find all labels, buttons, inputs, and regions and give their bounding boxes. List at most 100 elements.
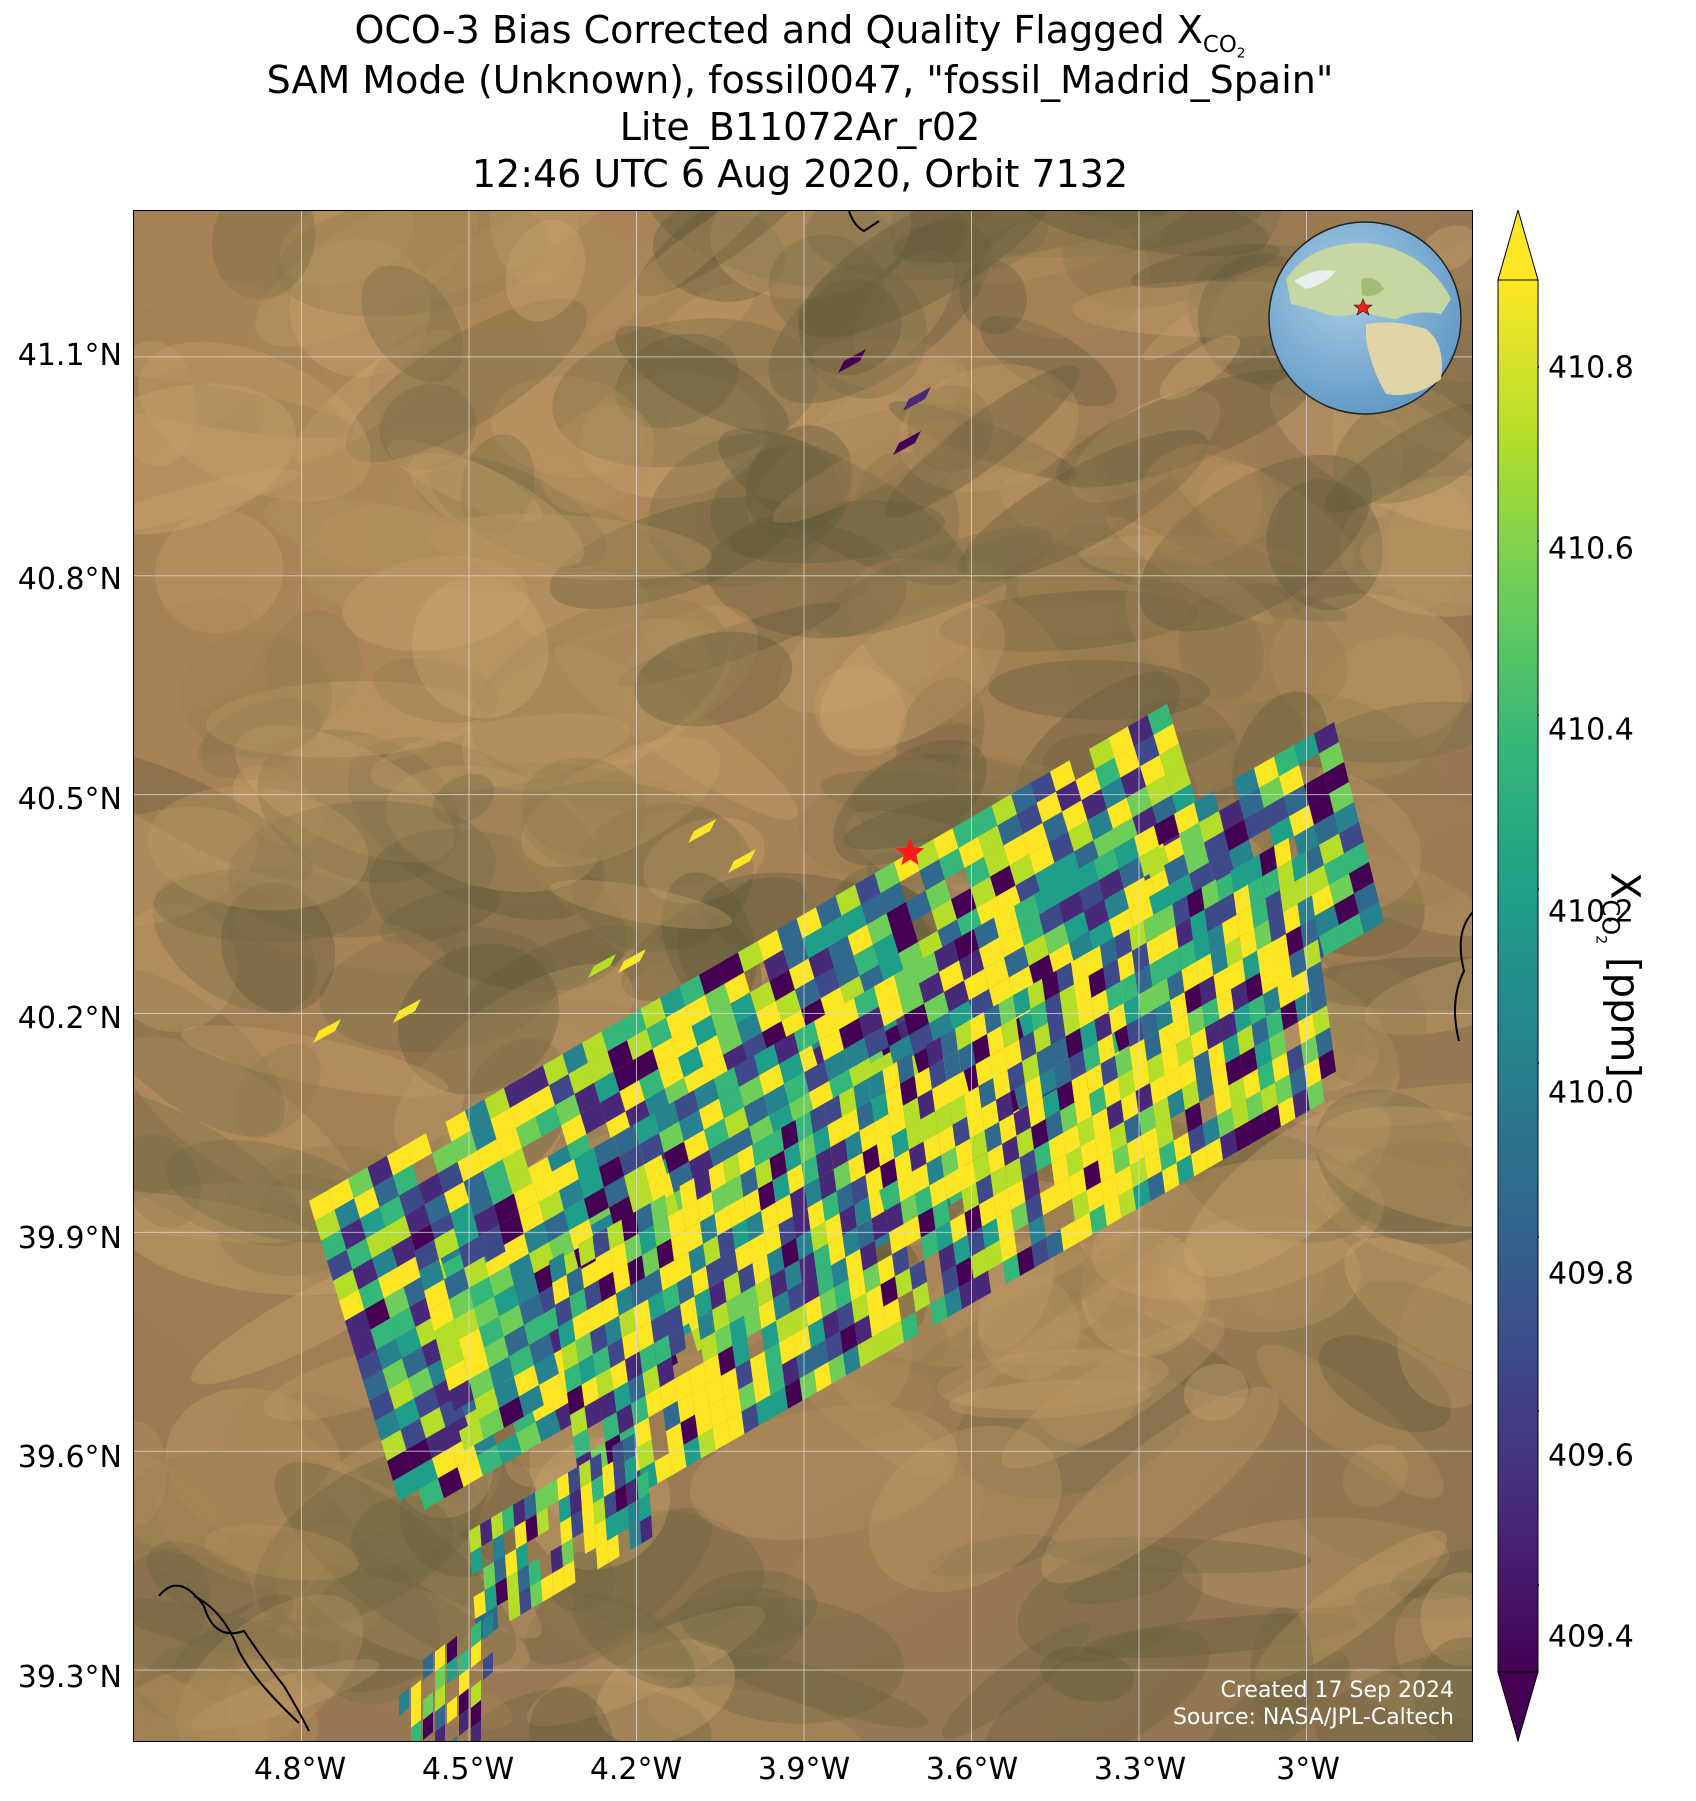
xco2-sounding [584,1187,609,1219]
xco2-sounding [471,1119,497,1151]
xco2-sounding [523,1065,549,1097]
xco2-sounding [825,1331,843,1362]
terrain-patch [615,325,790,435]
xco2-sounding [562,1042,588,1075]
terrain-patch [464,925,638,1016]
terrain-patch [1143,265,1287,361]
lat-tick-label: 41.1°N [17,338,122,373]
xco2-sounding [1314,813,1339,845]
xco2-sounding [912,1163,930,1194]
xco2-sounding [622,1329,640,1360]
xco2-sounding [372,1247,398,1279]
map-panel[interactable]: Created 17 Sep 2024 Source: NASA/JPL-Cal… [133,210,1473,1742]
xco2-sounding [879,995,904,1027]
terrain-patch [1159,335,1241,400]
xco2-sounding [1074,1094,1092,1125]
xco2-sounding [397,1255,423,1288]
xco2-sounding [1164,1066,1182,1097]
xco2-sounding [892,922,918,954]
xco2-sounding [819,1287,837,1318]
xco2-sounding [1170,992,1188,1023]
xco2-sounding [568,1466,581,1495]
xco2-sounding [599,1156,624,1188]
xco2-sounding [805,1295,823,1327]
xco2-sounding [694,1169,712,1200]
terrain-patch [505,219,586,322]
terrain-patch [525,1507,713,1665]
terrain-patch [415,469,688,587]
terrain-patch [1184,1102,1391,1278]
terrain-patch [550,879,733,930]
credit-created: Created 17 Sep 2024 [1220,1678,1455,1703]
xco2-sounding [469,1276,494,1308]
xco2-sounding [730,992,756,1024]
terrain-patch [175,1594,364,1741]
xco2-sounding [841,904,867,936]
xco2-sounding [1084,900,1109,932]
terrain-patch [491,376,645,478]
xco2-sounding [1121,1091,1139,1122]
xco2-sounding [1109,908,1134,940]
xco2-sounding [609,1196,634,1228]
xco2-sounding [1108,726,1134,758]
xco2-sounding [764,1342,782,1374]
xco2-sounding [1153,723,1179,756]
terrain-patch [982,211,1262,258]
terrain-patch [730,500,946,564]
xco2-sounding [1019,914,1044,946]
xco2-sounding [528,1558,541,1587]
xco2-sounding [1024,934,1049,966]
xco2-sounding [891,1127,909,1159]
xco2-sounding [1189,862,1214,894]
xco2-sounding [1231,980,1249,1012]
xco2-sounding [1334,802,1359,834]
xco2-sounding [618,949,646,973]
xco2-sounding [659,1121,684,1153]
xco2-sounding [869,1306,887,1337]
xco2-sounding [483,1562,496,1591]
xco2-sounding [888,1105,906,1137]
terrain-patch [637,1587,807,1688]
xco2-sounding [1132,1061,1150,1092]
xco2-sounding [1201,879,1219,910]
xco2-sounding [449,1288,474,1320]
xco2-sounding [804,1061,829,1093]
xco2-sounding [1074,975,1092,1007]
xco2-sounding [496,1433,522,1465]
xco2-sounding [1213,967,1231,998]
xco2-sounding [744,1307,762,1338]
xco2-sounding [384,1287,410,1319]
xco2-sounding [494,1193,519,1225]
xco2-sounding [848,1271,866,1302]
terrain-patch [387,439,543,522]
xco2-sounding [1147,1171,1165,1202]
xco2-sounding [459,1708,469,1736]
xco2-sounding [454,1308,479,1340]
xco2-sounding [583,1525,596,1554]
xco2-sounding [1129,920,1147,951]
xco2-sounding [1127,1135,1145,1166]
terrain-patch [299,505,457,613]
terrain-patch [134,1449,393,1594]
terrain-patch [1342,793,1472,906]
xco2-sounding [915,1185,933,1216]
xco2-sounding [616,1403,634,1435]
xco2-sounding [1101,1173,1119,1205]
xco2-sounding [844,1038,869,1070]
terrain-patch [1302,634,1463,780]
terrain-patch [1001,1317,1225,1469]
xco2-sounding [769,1104,794,1136]
xco2-sounding [1013,987,1031,1018]
xco2-sounding [426,1427,452,1459]
terrain-patch [1081,1210,1153,1332]
xco2-sounding [871,1092,889,1123]
xco2-sounding [633,1299,651,1330]
xco2-sounding [758,1298,776,1330]
xco2-sounding [594,1136,619,1168]
xco2-sounding [877,1136,895,1167]
xco2-sounding [939,960,964,992]
xco2-sounding [354,1187,380,1219]
terrain-patch [1040,1646,1135,1702]
xco2-sounding [1089,737,1115,769]
terrain-patch [385,765,600,893]
